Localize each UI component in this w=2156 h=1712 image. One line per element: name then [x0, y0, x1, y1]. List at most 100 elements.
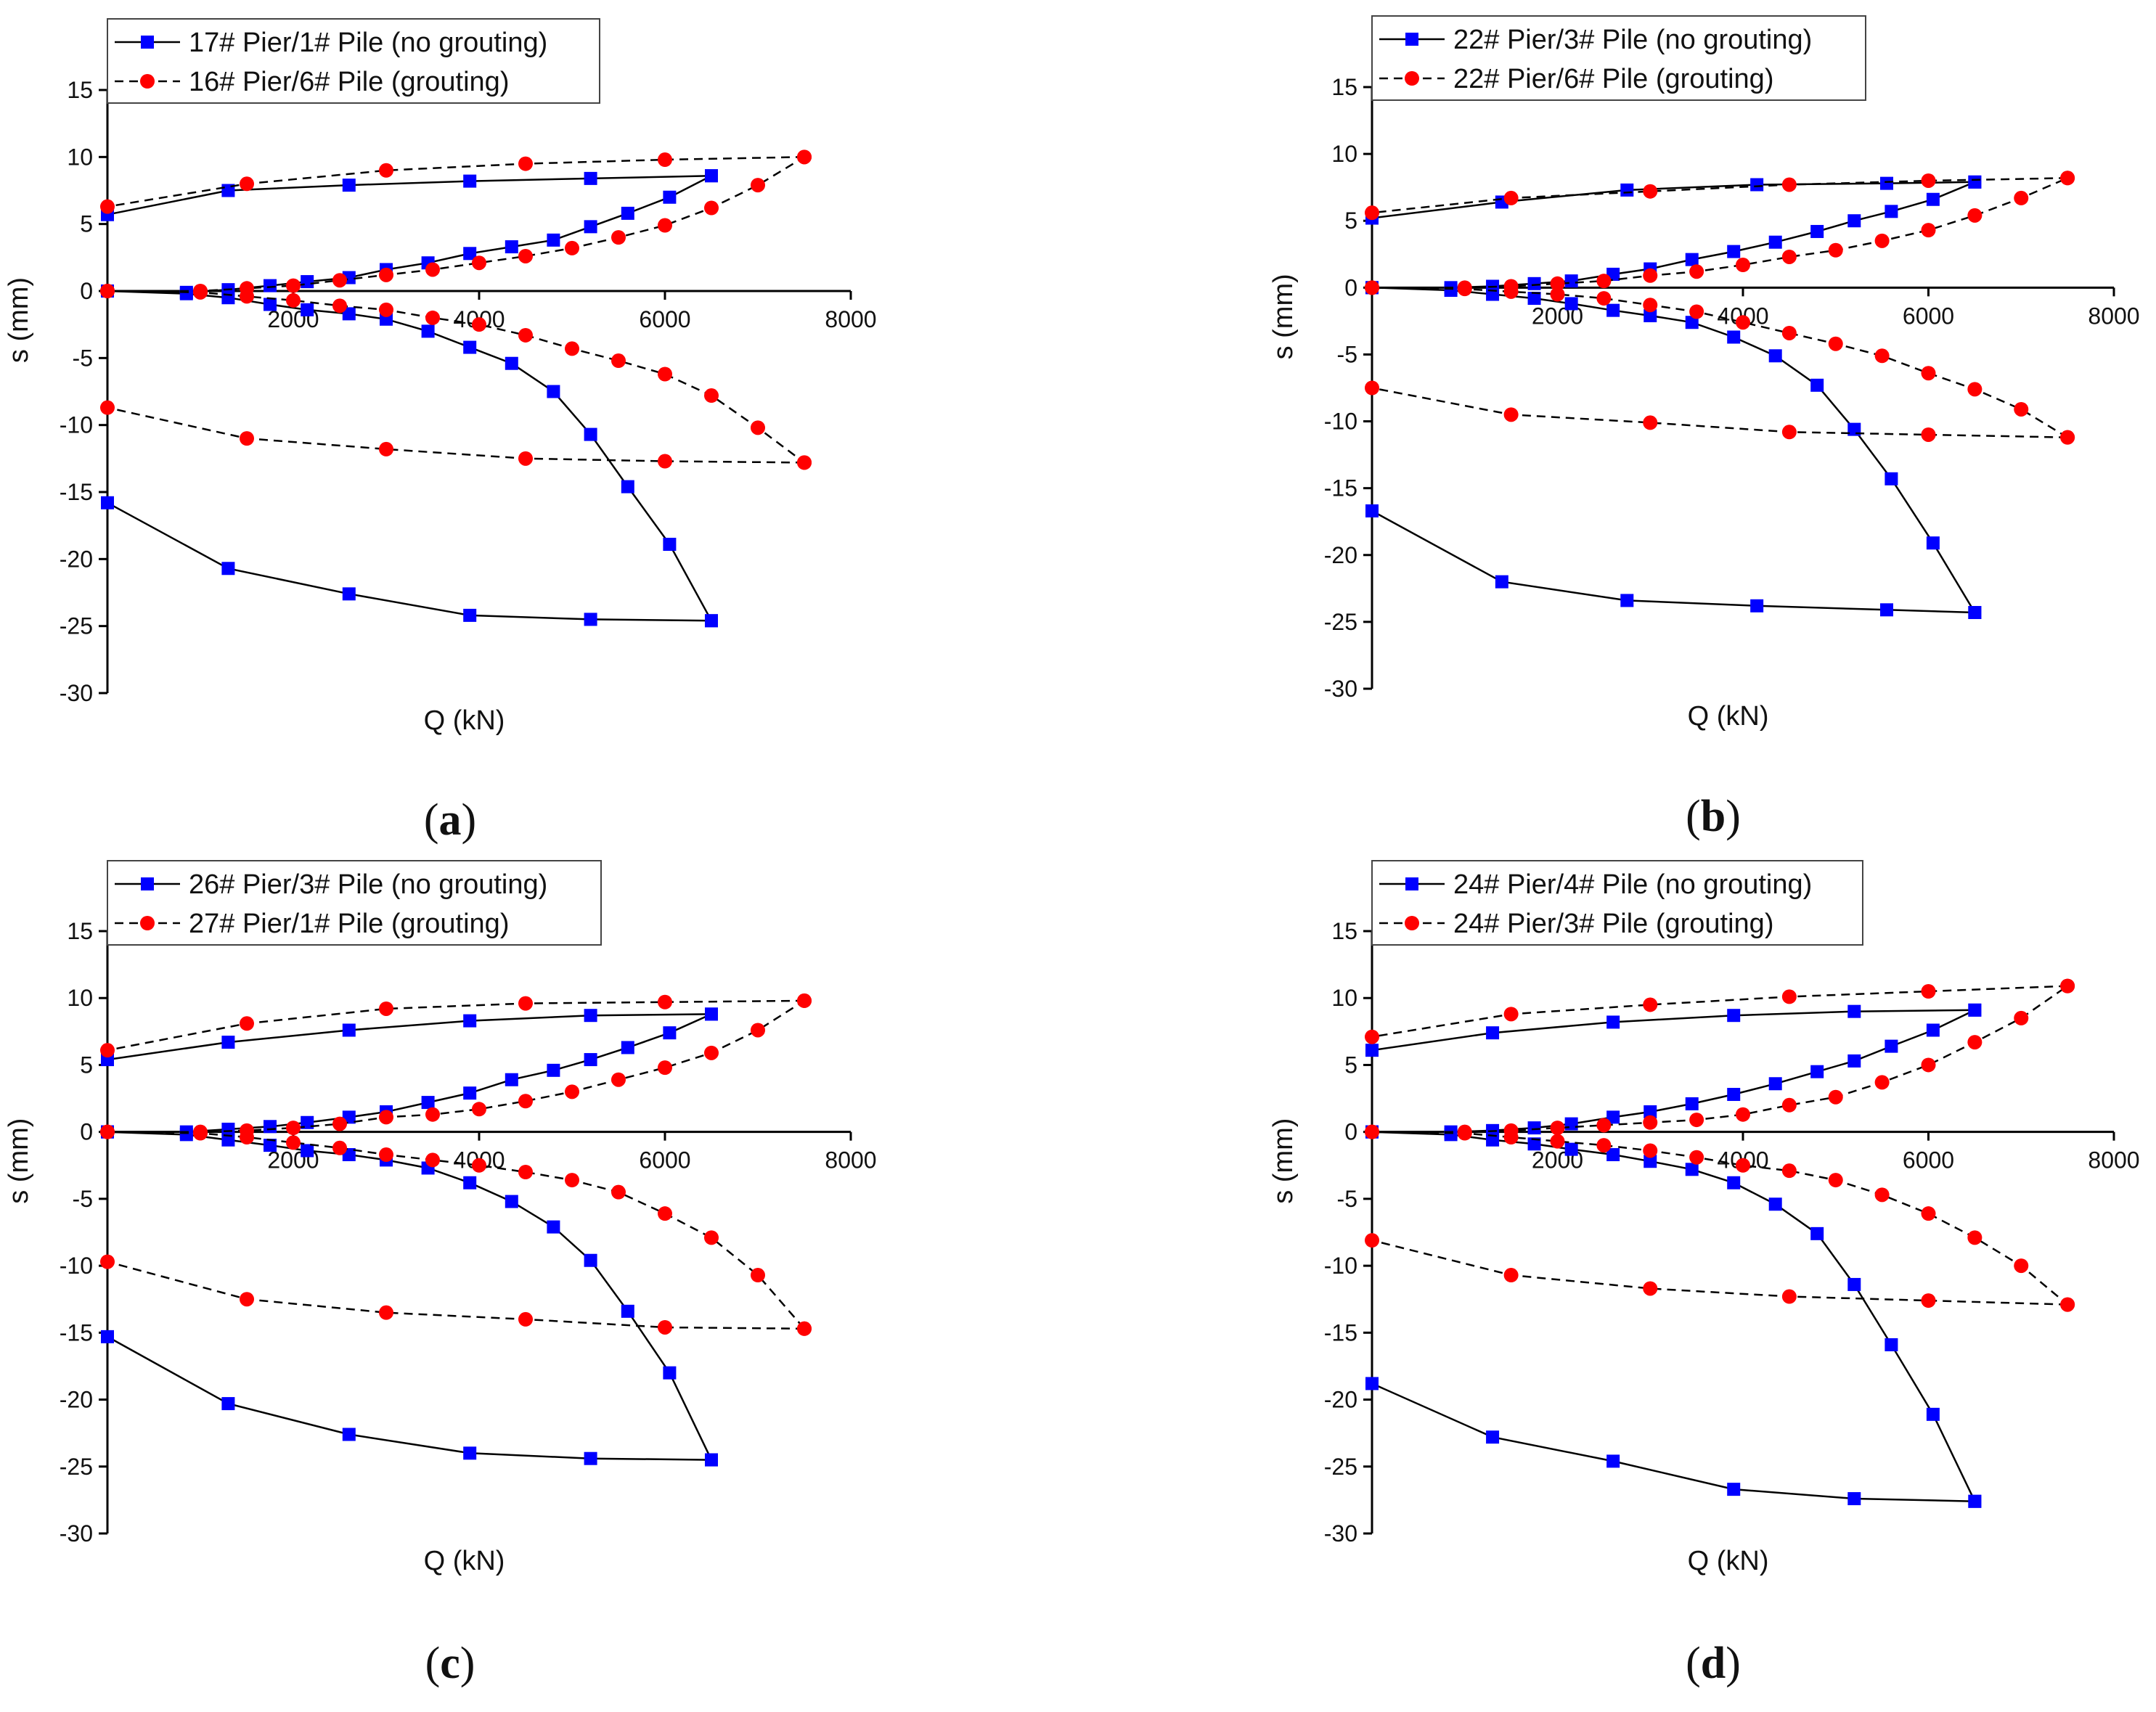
data-point	[1620, 594, 1634, 607]
data-point	[584, 220, 597, 234]
data-point	[425, 1152, 440, 1168]
y-tick-label: 0	[80, 1119, 93, 1145]
data-point	[1847, 1004, 1861, 1018]
data-point	[1874, 1187, 1890, 1203]
y-tick-label: 5	[1344, 1052, 1357, 1078]
y-tick-label: -10	[1324, 1253, 1357, 1279]
y-tick-label: -5	[73, 1186, 93, 1212]
data-point	[704, 200, 719, 216]
data-point	[425, 262, 440, 277]
data-point	[221, 1397, 235, 1411]
data-point	[1365, 1029, 1379, 1044]
data-point	[379, 1147, 393, 1163]
y-tick-label: -20	[60, 546, 93, 572]
data-point	[1781, 425, 1797, 440]
data-point	[611, 1072, 626, 1087]
series-line-segment	[107, 1335, 712, 1461]
data-point	[663, 538, 677, 552]
legend-marker	[1405, 33, 1418, 46]
data-point	[1828, 242, 1843, 258]
chart-panel-d: 151050-5-10-15-20-25-302000400060008000s…	[1268, 860, 2140, 1688]
y-tick-label: -5	[1337, 1186, 1357, 1212]
data-point	[705, 169, 718, 183]
data-point	[2014, 1010, 2029, 1025]
data-point	[1550, 287, 1565, 302]
x-tick-label: 8000	[2088, 1147, 2139, 1174]
data-point	[332, 298, 347, 314]
data-point	[658, 1060, 672, 1076]
data-point	[584, 171, 597, 185]
data-point	[342, 587, 356, 601]
data-point	[1750, 599, 1764, 613]
y-axis-title: s (mm)	[4, 1118, 34, 1204]
data-point	[704, 1230, 719, 1245]
y-axis-title: s (mm)	[1268, 1118, 1299, 1204]
y-axis-title: s (mm)	[1268, 274, 1299, 359]
data-point	[1643, 184, 1658, 199]
data-point	[1921, 366, 1936, 381]
y-tick-label: -25	[60, 1454, 93, 1480]
data-point	[1689, 304, 1704, 319]
data-point	[221, 562, 235, 576]
data-point	[100, 1124, 115, 1139]
data-point	[1727, 1009, 1741, 1023]
data-point	[1768, 235, 1782, 249]
data-point	[1736, 315, 1750, 330]
data-point	[797, 993, 812, 1008]
data-point	[584, 1253, 597, 1267]
data-point	[658, 1319, 672, 1335]
data-point	[421, 1096, 435, 1110]
series-line-segment	[1371, 509, 1975, 614]
data-point	[1643, 309, 1657, 323]
series-line-segment	[107, 156, 805, 208]
data-point	[565, 1084, 579, 1099]
data-point	[1921, 1057, 1936, 1073]
data-point	[1596, 1138, 1612, 1153]
panel-label: (b)	[1686, 792, 1741, 841]
data-point	[463, 1446, 477, 1460]
series-line-segment	[107, 1131, 713, 1461]
legend: 17# Pier/1# Pile (no grouting) 16# Pier/6…	[107, 18, 600, 104]
legend-label: 27# Pier/1# Pile (grouting)	[189, 909, 509, 939]
data-point	[621, 480, 634, 493]
data-point	[518, 1165, 533, 1179]
series-grouting	[1365, 978, 2075, 1312]
data-point	[1596, 1118, 1612, 1133]
data-point	[663, 190, 677, 204]
data-point	[2014, 401, 2029, 417]
data-point	[1781, 989, 1797, 1004]
y-tick-label: -25	[60, 613, 93, 639]
y-tick-label: 0	[80, 278, 93, 304]
series-line-segment	[107, 501, 712, 622]
data-point	[1921, 1293, 1936, 1308]
series-no-grouting	[1365, 1003, 1982, 1508]
y-tick-label: 15	[67, 77, 93, 103]
data-point	[2014, 1258, 2029, 1274]
y-axis-title: s (mm)	[4, 277, 34, 363]
data-point	[1606, 1015, 1620, 1029]
y-tick-label: 15	[1331, 74, 1357, 100]
data-point	[100, 1254, 115, 1269]
legend-box	[1371, 15, 1866, 101]
data-point	[100, 400, 115, 415]
data-point	[379, 302, 393, 317]
legend-label: 22# Pier/6# Pile (grouting)	[1453, 64, 1773, 94]
data-point	[342, 1023, 356, 1037]
panel-label: (c)	[425, 1639, 475, 1688]
data-point	[1968, 605, 1982, 619]
data-point	[704, 388, 719, 404]
data-point	[518, 451, 533, 466]
data-point	[1727, 1176, 1741, 1189]
data-point	[584, 613, 597, 626]
data-point	[379, 1110, 393, 1125]
y-tick-label: 10	[67, 144, 93, 170]
series-line-segment	[1371, 287, 2068, 438]
series-line-segment	[1371, 1009, 1975, 1052]
data-point	[1643, 1115, 1658, 1130]
data-point	[1736, 1158, 1750, 1173]
data-point	[1685, 1097, 1699, 1110]
data-point	[1457, 282, 1472, 297]
legend-label: 24# Pier/4# Pile (no grouting)	[1453, 869, 1812, 900]
data-point	[463, 174, 477, 188]
data-point	[221, 1122, 235, 1136]
